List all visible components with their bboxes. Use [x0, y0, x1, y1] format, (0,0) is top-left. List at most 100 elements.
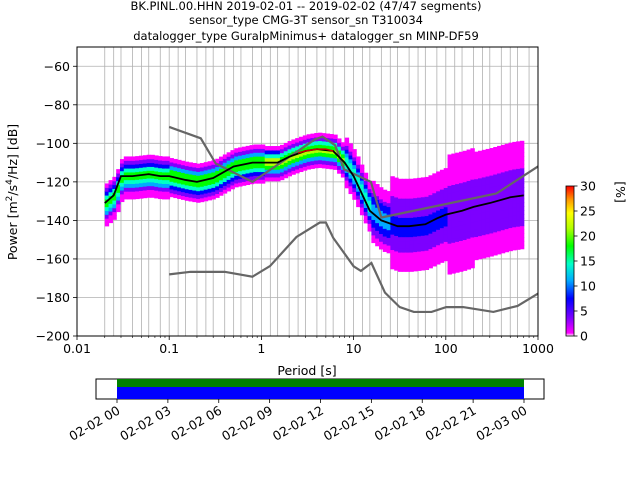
- psd-cell: [398, 240, 403, 245]
- psd-cell: [314, 132, 319, 138]
- psd-cell: [116, 207, 121, 213]
- psd-cell: [439, 242, 445, 248]
- psd-cell: [108, 199, 113, 204]
- psd-cell: [493, 227, 498, 233]
- psd-cell: [398, 248, 403, 253]
- psd-cell: [203, 181, 209, 186]
- psd-cell: [432, 254, 437, 259]
- psd-cell: [500, 241, 506, 246]
- psd-cell: [436, 233, 441, 238]
- psd-cell: [466, 222, 471, 228]
- psd-cell: [188, 185, 193, 190]
- psd-cell: [489, 252, 494, 257]
- psd-cell: [192, 174, 197, 180]
- psd-cell: [436, 179, 441, 184]
- psd-cell: [516, 164, 521, 169]
- psd-cell: [424, 261, 430, 267]
- psd-cell: [123, 167, 129, 173]
- x-tick-label: 1: [257, 341, 265, 356]
- psd-cell: [291, 143, 296, 148]
- psd-cell: [184, 188, 190, 194]
- psd-cell: [390, 230, 395, 235]
- psd-cell: [260, 175, 266, 180]
- psd-cell: [478, 250, 483, 256]
- psd-cell: [142, 186, 148, 191]
- psd-cell: [310, 141, 315, 146]
- psd-cell: [123, 156, 129, 161]
- psd-cell: [409, 190, 414, 195]
- psd-cell: [234, 152, 239, 157]
- psd-cell: [451, 261, 456, 266]
- psd-cell: [199, 182, 205, 187]
- psd-cell: [451, 176, 456, 182]
- psd-cell: [474, 213, 479, 218]
- psd-cell: [458, 267, 464, 272]
- psd-cell: [489, 190, 494, 195]
- psd-cell: [169, 165, 174, 171]
- psd-cell: [462, 154, 468, 160]
- psd-cell: [489, 186, 494, 192]
- psd-cell: [436, 240, 441, 246]
- psd-cell: [127, 187, 133, 192]
- psd-cell: [474, 217, 479, 222]
- psd-cell: [493, 247, 498, 252]
- psd-cell: [401, 182, 407, 188]
- psd-cell: [516, 222, 521, 227]
- psd-cell: [146, 166, 152, 171]
- psd-cell: [196, 163, 201, 169]
- psd-cell: [485, 249, 491, 254]
- psd-cell: [154, 163, 159, 168]
- psd-cell: [291, 147, 296, 152]
- psd-cell: [458, 190, 464, 195]
- psd-cell: [447, 189, 452, 194]
- psd-cell: [154, 178, 159, 184]
- psd-cell: [165, 191, 171, 196]
- psd-cell: [161, 187, 167, 192]
- psd-cell: [443, 241, 449, 246]
- psd-cell: [394, 266, 399, 271]
- psd-cell: [260, 144, 266, 149]
- psd-cell: [314, 148, 319, 153]
- psd-cell: [398, 263, 403, 269]
- psd-cell: [447, 162, 452, 167]
- psd-cell: [299, 144, 304, 149]
- psd-cell: [485, 233, 491, 239]
- psd-cell: [302, 150, 308, 156]
- psd-cell: [371, 227, 376, 232]
- psd-cell: [367, 211, 372, 217]
- psd-cell: [466, 218, 471, 224]
- psd-cell: [447, 166, 452, 171]
- psd-cell: [398, 259, 403, 265]
- psd-cell: [398, 217, 403, 222]
- psd-cell: [512, 234, 517, 239]
- psd-cell: [420, 246, 426, 252]
- psd-cell: [119, 193, 125, 199]
- psd-cell: [424, 234, 430, 240]
- psd-cell: [367, 203, 372, 209]
- psd-cell: [127, 171, 133, 177]
- psd-cell: [302, 154, 308, 160]
- psd-cell: [382, 201, 388, 206]
- psd-cell: [417, 204, 422, 210]
- psd-cell: [398, 228, 403, 234]
- psd-cell: [394, 250, 399, 256]
- psd-cell: [428, 244, 433, 250]
- psd-cell: [264, 165, 270, 170]
- psd-cell: [264, 157, 270, 163]
- psd-cell: [386, 229, 392, 235]
- psd-cell: [420, 258, 426, 263]
- psd-cell: [439, 258, 445, 263]
- psd-cell: [451, 219, 456, 224]
- psd-cell: [386, 225, 392, 231]
- psd-cell: [447, 227, 452, 233]
- psd-cell: [478, 162, 483, 167]
- psd-cell: [451, 253, 456, 259]
- psd-cell: [230, 180, 235, 186]
- psd-cell: [177, 190, 182, 196]
- psd-cell: [516, 199, 521, 204]
- psd-cell: [184, 165, 190, 170]
- psd-cell: [401, 244, 407, 249]
- psd-cell: [359, 195, 365, 200]
- psd-cell: [424, 242, 430, 247]
